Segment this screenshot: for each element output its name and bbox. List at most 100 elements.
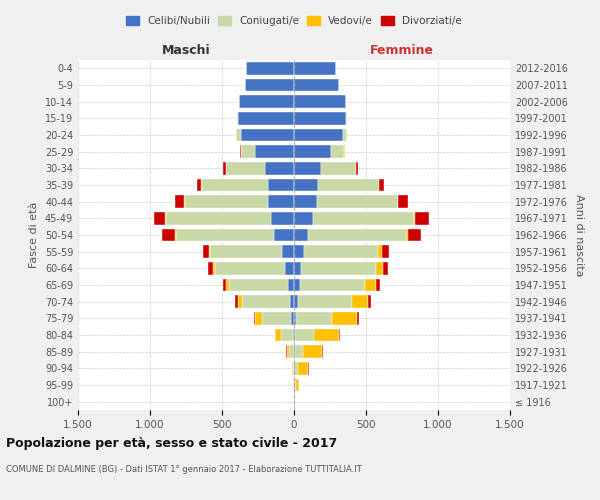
Bar — [332, 312, 356, 324]
Bar — [236, 129, 241, 141]
Y-axis label: Anni di nascita: Anni di nascita — [574, 194, 584, 276]
Bar — [352, 296, 368, 308]
Bar — [294, 196, 317, 208]
Bar — [294, 79, 338, 92]
Bar — [294, 246, 304, 258]
Bar — [304, 346, 322, 358]
Bar — [237, 112, 238, 124]
Bar — [291, 312, 294, 324]
Bar — [301, 262, 376, 274]
Bar — [226, 162, 265, 174]
Bar — [239, 96, 294, 108]
Bar — [242, 296, 290, 308]
Bar — [211, 246, 283, 258]
Bar — [238, 112, 294, 124]
Bar — [254, 312, 255, 324]
Bar — [409, 229, 421, 241]
Bar — [176, 229, 274, 241]
Bar — [287, 346, 289, 358]
Bar — [235, 296, 238, 308]
Bar — [255, 312, 262, 324]
Bar — [295, 329, 314, 341]
Bar — [376, 279, 380, 291]
Bar — [294, 279, 300, 291]
Bar — [283, 246, 294, 258]
Bar — [184, 196, 185, 208]
Bar — [295, 346, 304, 358]
Bar — [247, 62, 294, 74]
Bar — [319, 179, 379, 192]
Bar — [294, 212, 313, 224]
Bar — [365, 279, 376, 291]
Bar — [300, 279, 365, 291]
Text: COMUNE DI DALMINE (BG) - Dati ISTAT 1° gennaio 2017 - Elaborazione TUTTITALIA.IT: COMUNE DI DALMINE (BG) - Dati ISTAT 1° g… — [6, 466, 362, 474]
Bar — [290, 296, 294, 308]
Bar — [223, 279, 226, 291]
Bar — [308, 229, 406, 241]
Text: Popolazione per età, sesso e stato civile - 2017: Popolazione per età, sesso e stato civil… — [6, 438, 337, 450]
Bar — [286, 262, 294, 274]
Bar — [313, 212, 413, 224]
Bar — [275, 329, 281, 341]
Bar — [265, 162, 294, 174]
Bar — [238, 296, 242, 308]
Bar — [383, 262, 388, 274]
Bar — [314, 329, 338, 341]
Bar — [377, 246, 382, 258]
Bar — [413, 212, 415, 224]
Text: Femmine: Femmine — [370, 44, 434, 57]
Bar — [209, 246, 211, 258]
Bar — [346, 112, 347, 124]
Bar — [298, 362, 308, 374]
Bar — [343, 129, 347, 141]
Bar — [294, 179, 319, 192]
Bar — [294, 296, 298, 308]
Bar — [255, 146, 294, 158]
Bar — [288, 279, 294, 291]
Bar — [379, 179, 385, 192]
Bar — [185, 196, 268, 208]
Bar — [294, 329, 295, 341]
Bar — [229, 279, 288, 291]
Bar — [296, 379, 299, 391]
Bar — [208, 262, 212, 274]
Text: Maschi: Maschi — [161, 44, 211, 57]
Bar — [294, 129, 343, 141]
Bar — [368, 296, 371, 308]
Bar — [212, 262, 215, 274]
Bar — [241, 129, 294, 141]
Bar — [298, 296, 352, 308]
Bar — [338, 329, 340, 341]
Bar — [304, 246, 377, 258]
Bar — [294, 362, 295, 374]
Bar — [294, 162, 322, 174]
Bar — [294, 312, 296, 324]
Y-axis label: Fasce di età: Fasce di età — [29, 202, 39, 268]
Bar — [356, 162, 358, 174]
Bar — [240, 146, 241, 158]
Bar — [268, 196, 294, 208]
Bar — [382, 246, 389, 258]
Bar — [166, 212, 271, 224]
Bar — [175, 229, 176, 241]
Bar — [281, 329, 293, 341]
Bar — [356, 312, 359, 324]
Bar — [376, 262, 383, 274]
Bar — [293, 362, 294, 374]
Bar — [245, 79, 294, 92]
Bar — [162, 229, 175, 241]
Bar — [294, 229, 308, 241]
Bar — [293, 329, 294, 341]
Bar — [294, 346, 295, 358]
Bar — [294, 96, 346, 108]
Bar — [296, 312, 332, 324]
Bar — [322, 346, 323, 358]
Bar — [292, 362, 293, 374]
Bar — [294, 146, 331, 158]
Bar — [274, 229, 294, 241]
Bar — [215, 262, 286, 274]
Bar — [223, 162, 226, 174]
Bar — [175, 196, 184, 208]
Bar — [294, 379, 296, 391]
Bar — [226, 279, 229, 291]
